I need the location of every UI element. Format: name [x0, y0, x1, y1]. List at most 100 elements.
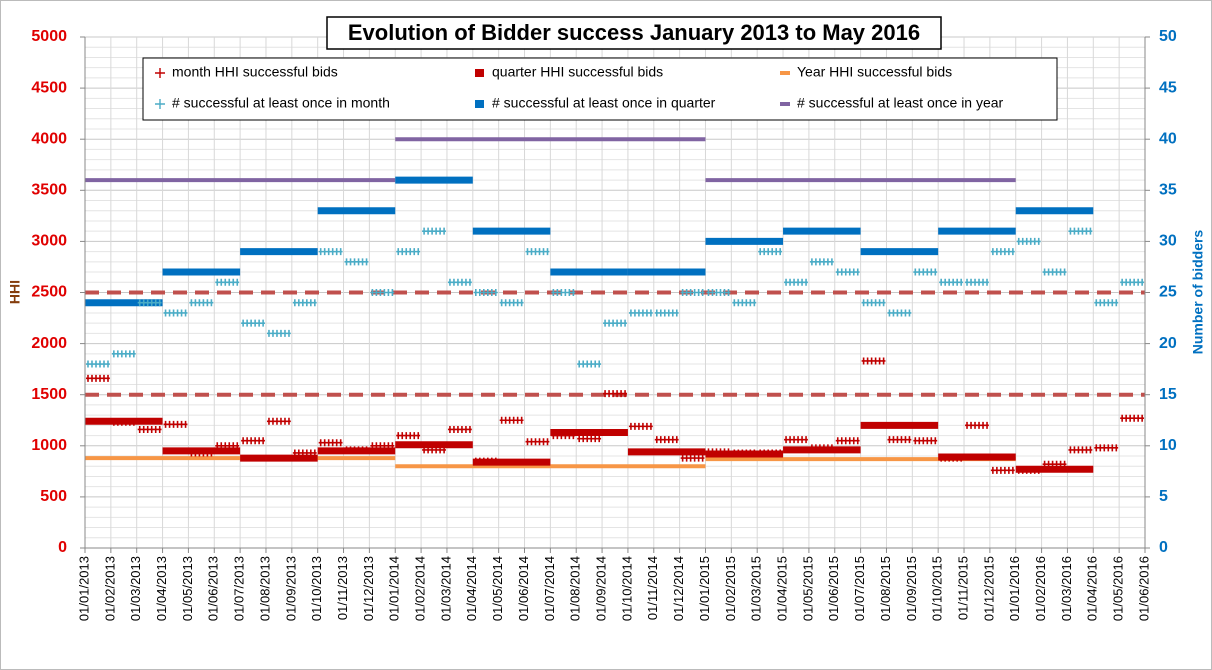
y2-tick-label: 45 [1159, 79, 1177, 96]
month-mark [447, 425, 472, 433]
month-mark [1016, 237, 1041, 245]
x-tick-label: 01/05/2013 [180, 556, 195, 621]
y2-tick-label: 35 [1159, 182, 1177, 199]
x-tick-label: 01/08/2014 [568, 556, 583, 621]
month-mark [628, 422, 653, 430]
x-tick-label: 01/01/2015 [697, 556, 712, 621]
legend-label: Year HHI successful bids [797, 64, 952, 80]
x-tick-label: 01/06/2015 [826, 556, 841, 621]
y2-tick-label: 20 [1159, 335, 1177, 352]
month-mark [913, 437, 938, 445]
month-mark [499, 299, 524, 307]
month-mark [1042, 268, 1067, 276]
month-mark [887, 309, 912, 317]
month-mark [241, 437, 265, 445]
x-tick-label: 01/11/2015 [955, 556, 970, 620]
month-mark [189, 449, 214, 457]
month-mark [266, 329, 291, 337]
month-mark [525, 438, 550, 446]
x-tick-label: 01/03/2015 [749, 556, 764, 621]
y-tick-label: 1000 [31, 437, 67, 454]
month-mark [447, 278, 472, 286]
month-mark [1068, 227, 1093, 235]
month-mark [473, 289, 498, 296]
x-tick-label: 01/07/2014 [542, 556, 557, 621]
legend-label: # successful at least once in quarter [492, 95, 716, 111]
month-mark [680, 454, 705, 462]
month-mark [861, 299, 886, 307]
month-mark [1094, 444, 1119, 452]
month-mark [784, 278, 808, 286]
x-tick-label: 01/06/2014 [516, 556, 531, 621]
x-tick-label: 01/03/2014 [438, 556, 453, 621]
month-mark [861, 357, 886, 365]
month-mark [163, 420, 188, 428]
month-mark [344, 446, 369, 454]
x-tick-label: 01/02/2013 [102, 556, 117, 621]
month-mark [835, 437, 860, 445]
x-tick-label: 01/07/2013 [232, 556, 247, 621]
legend-swatch [475, 69, 484, 77]
month-mark [137, 425, 162, 433]
month-mark [551, 289, 576, 296]
x-tick-label: 01/12/2014 [671, 556, 686, 621]
x-tick-label: 01/05/2016 [1111, 556, 1126, 621]
month-mark [939, 454, 964, 462]
month-mark [551, 432, 576, 440]
legend-label: # successful at least once in year [797, 95, 1004, 111]
month-mark [603, 390, 627, 398]
month-mark [266, 417, 291, 425]
x-tick-label: 01/04/2013 [154, 556, 169, 621]
y2-tick-label: 15 [1159, 386, 1177, 403]
month-mark [784, 436, 808, 444]
y-tick-label: 3000 [31, 233, 67, 250]
y2-tick-label: 5 [1159, 488, 1168, 505]
month-mark [706, 448, 731, 456]
y-tick-label: 4000 [31, 130, 67, 147]
y2-tick-label: 0 [1159, 539, 1168, 556]
legend-label: month HHI successful bids [172, 64, 338, 80]
month-mark [913, 268, 938, 276]
x-tick-label: 01/12/2015 [981, 556, 996, 621]
month-mark [628, 309, 653, 317]
month-mark [525, 248, 550, 256]
x-tick-label: 01/04/2016 [1085, 556, 1100, 621]
x-tick-label: 01/10/2015 [930, 556, 945, 621]
y-tick-label: 1500 [31, 386, 67, 403]
month-mark [163, 309, 188, 317]
month-mark [809, 444, 834, 452]
month-mark [654, 309, 679, 317]
x-tick-label: 01/02/2015 [723, 556, 738, 621]
x-tick-label: 01/08/2013 [257, 556, 272, 621]
month-mark [292, 449, 317, 457]
x-tick-label: 01/06/2016 [1136, 556, 1151, 621]
month-mark [318, 248, 343, 256]
chart-title: Evolution of Bidder success January 2013… [348, 20, 920, 45]
month-mark [215, 278, 240, 286]
x-tick-label: 01/04/2015 [774, 556, 789, 621]
y-tick-label: 4500 [31, 79, 67, 96]
x-tick-label: 01/04/2014 [464, 556, 479, 621]
month-mark [577, 435, 602, 443]
x-tick-label: 01/01/2014 [387, 556, 402, 621]
x-tick-label: 01/09/2013 [283, 556, 298, 621]
month-mark [990, 466, 1015, 474]
y-axis-title: HHI [7, 280, 23, 304]
month-mark [1042, 460, 1067, 468]
month-mark [706, 289, 731, 296]
y-tick-label: 500 [40, 488, 67, 505]
month-mark [732, 449, 757, 457]
month-mark [1120, 414, 1144, 422]
month-mark [292, 299, 317, 307]
month-mark [189, 299, 214, 307]
x-tick-label: 01/05/2015 [800, 556, 815, 621]
x-tick-label: 01/12/2013 [361, 556, 376, 621]
month-mark [887, 436, 912, 444]
month-mark [965, 421, 989, 429]
legend-label: quarter HHI successful bids [492, 64, 663, 80]
month-mark [86, 360, 110, 368]
legend-swatch [155, 68, 165, 78]
month-mark [370, 289, 395, 296]
x-tick-label: 01/01/2016 [1007, 556, 1022, 621]
